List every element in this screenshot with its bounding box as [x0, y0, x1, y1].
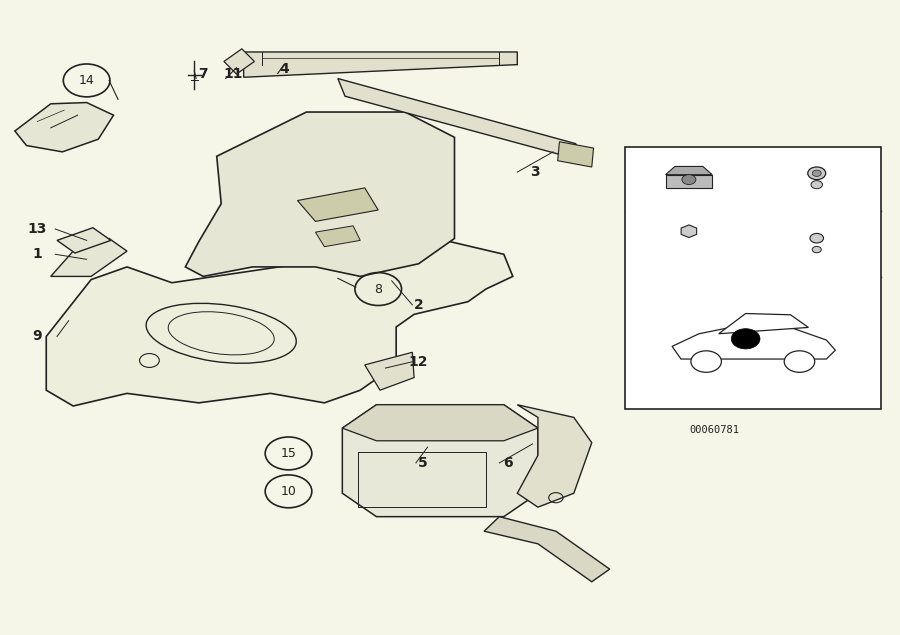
- Text: 4: 4: [279, 62, 289, 76]
- Text: 1: 1: [32, 247, 42, 261]
- Polygon shape: [666, 166, 712, 175]
- Text: 5: 5: [418, 456, 428, 470]
- Text: 10: 10: [281, 485, 296, 498]
- Polygon shape: [518, 404, 592, 507]
- Circle shape: [810, 234, 824, 243]
- Circle shape: [808, 167, 825, 180]
- Text: 14: 14: [760, 153, 781, 168]
- Polygon shape: [298, 188, 378, 222]
- Polygon shape: [50, 239, 127, 276]
- Polygon shape: [46, 242, 513, 406]
- Text: 9: 9: [32, 330, 42, 344]
- Text: 3: 3: [530, 165, 540, 179]
- Text: 11: 11: [223, 67, 243, 81]
- Polygon shape: [342, 404, 538, 517]
- Circle shape: [813, 170, 821, 177]
- Circle shape: [691, 351, 722, 372]
- Text: 15: 15: [632, 153, 653, 168]
- Text: 14: 14: [79, 74, 94, 87]
- Polygon shape: [244, 52, 518, 77]
- Polygon shape: [719, 314, 808, 334]
- Polygon shape: [224, 49, 255, 74]
- Circle shape: [784, 351, 814, 372]
- Text: 10: 10: [632, 216, 653, 231]
- Polygon shape: [342, 404, 538, 441]
- Text: 6: 6: [503, 456, 513, 470]
- Polygon shape: [672, 326, 835, 359]
- Polygon shape: [666, 175, 712, 188]
- Polygon shape: [315, 226, 360, 246]
- Text: 15: 15: [281, 447, 296, 460]
- Text: 00060781: 00060781: [689, 425, 740, 435]
- Text: 2: 2: [414, 298, 424, 312]
- Polygon shape: [364, 352, 414, 390]
- Circle shape: [682, 175, 696, 185]
- Polygon shape: [185, 112, 454, 276]
- Polygon shape: [484, 517, 609, 582]
- Circle shape: [811, 180, 823, 189]
- Polygon shape: [338, 79, 583, 161]
- Text: 13: 13: [28, 222, 47, 236]
- Polygon shape: [14, 102, 113, 152]
- Polygon shape: [558, 142, 594, 167]
- FancyBboxPatch shape: [625, 147, 881, 409]
- Text: 12: 12: [409, 355, 428, 369]
- Text: 8: 8: [374, 283, 382, 295]
- Text: 7: 7: [199, 67, 208, 81]
- Circle shape: [812, 246, 822, 253]
- Text: 8: 8: [760, 216, 770, 231]
- Circle shape: [732, 329, 760, 349]
- Polygon shape: [57, 228, 111, 253]
- Polygon shape: [681, 225, 697, 237]
